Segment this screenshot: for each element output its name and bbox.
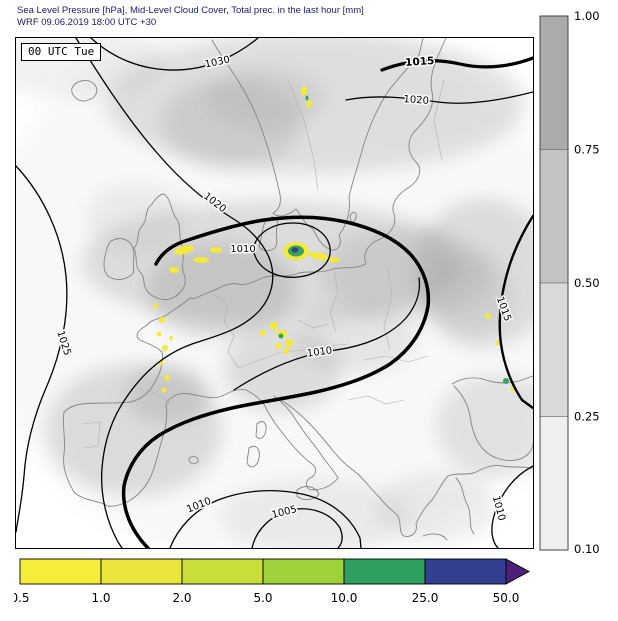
precip-segment bbox=[100, 558, 183, 585]
island-balearic bbox=[188, 456, 199, 465]
coast-finland-baltic bbox=[364, 38, 447, 265]
coast-italy bbox=[245, 389, 339, 491]
isobar-1010-south bbox=[169, 489, 362, 548]
isobar-contours bbox=[16, 38, 533, 548]
precip-segment bbox=[424, 558, 507, 585]
island-sicily bbox=[296, 486, 320, 501]
isobar-1015-thick-top bbox=[380, 56, 533, 72]
coast-great-britain bbox=[133, 193, 186, 301]
precip-segment bbox=[181, 558, 264, 585]
cloud-colorbar-outline bbox=[539, 15, 569, 551]
precip-light bbox=[153, 86, 516, 393]
cloud-tick-label: 0.50 bbox=[574, 276, 600, 290]
isobar-1025 bbox=[16, 165, 68, 533]
cloud-tick-label: 0.75 bbox=[574, 143, 600, 157]
coast-black-sea bbox=[451, 375, 533, 461]
isobar-label: 1010 bbox=[230, 244, 255, 255]
precip-colorbar: 0.5 1.0 2.0 5.0 10.0 25.0 50.0 bbox=[14, 558, 530, 605]
coast-norway bbox=[211, 39, 341, 251]
precip-tick-label: 10.0 bbox=[331, 591, 358, 605]
isobar-1015-thick-main bbox=[121, 215, 431, 548]
cloud-segment bbox=[539, 149, 569, 284]
coast-ireland bbox=[103, 238, 135, 280]
precipitation-layer bbox=[153, 86, 516, 393]
precip-tick-label: 25.0 bbox=[412, 591, 439, 605]
isobar-label: 1020 bbox=[403, 94, 429, 107]
coast-iceland-fragment bbox=[71, 80, 98, 102]
isobar-1010-central bbox=[233, 277, 421, 391]
coastlines bbox=[62, 38, 533, 541]
precip-overflow-arrow bbox=[505, 558, 530, 585]
cloud-cover-layer bbox=[16, 38, 533, 548]
island-crete bbox=[422, 533, 448, 541]
cloud-segment bbox=[539, 416, 569, 551]
precip-heavy bbox=[291, 247, 299, 253]
coast-aegean bbox=[455, 477, 475, 535]
precip-tick-label: 0.5 bbox=[14, 591, 30, 605]
isobar-1005-south bbox=[251, 508, 343, 548]
coast-south-baltic bbox=[189, 263, 367, 299]
title-line-2: WRF 09.06.2019 18:00 UTC +30 bbox=[17, 16, 157, 28]
precip-tick-label: 2.0 bbox=[172, 591, 191, 605]
cloud-tick-label: 0.25 bbox=[574, 410, 600, 424]
cloud-cover-colorbar: 1.00 0.75 0.50 0.25 0.10 bbox=[539, 10, 600, 556]
precip-segment bbox=[262, 558, 345, 585]
cloud-tick-label: 0.10 bbox=[574, 542, 600, 556]
isobar-1020-west bbox=[75, 38, 274, 548]
precip-colorbar-segments bbox=[19, 558, 530, 585]
coast-channel-iberia bbox=[62, 297, 247, 507]
cloud-segment bbox=[539, 282, 569, 417]
island-corsica bbox=[255, 421, 267, 439]
precip-segment bbox=[343, 558, 426, 585]
cloud-colorbar-segments bbox=[539, 15, 569, 551]
isobar-1010-low-center bbox=[252, 222, 331, 278]
weather-map: 00 UTC Tue bbox=[15, 37, 534, 549]
timestamp-box: 00 UTC Tue bbox=[21, 43, 102, 61]
cloud-segment bbox=[539, 15, 569, 150]
isobar-label: 1010 bbox=[306, 345, 333, 359]
country-borders bbox=[81, 79, 445, 449]
coast-sweden bbox=[338, 38, 424, 236]
figure-title: Sea Level Pressure [hPa], Mid-Level Clou… bbox=[17, 5, 364, 28]
isobar-1010-southeast bbox=[491, 465, 533, 548]
coast-denmark bbox=[258, 216, 278, 252]
precip-tick-label: 50.0 bbox=[493, 591, 520, 605]
isobar-1020-northeast bbox=[345, 91, 533, 104]
island-sardinia bbox=[246, 446, 260, 468]
isobar-label: 1030 bbox=[204, 55, 231, 71]
cloud-tick-label: 1.00 bbox=[574, 10, 600, 23]
isobar-label: 1015 bbox=[405, 55, 435, 69]
precip-tick-label: 1.0 bbox=[91, 591, 110, 605]
map-canvas: 1030 1015 1020 1020 1010 1025 1015 1010 … bbox=[16, 38, 533, 548]
isobar-1030 bbox=[90, 38, 259, 71]
coast-adriatic-greece bbox=[277, 397, 449, 537]
precip-tick-label: 5.0 bbox=[253, 591, 272, 605]
island-gotland bbox=[349, 211, 357, 223]
title-line-1: Sea Level Pressure [hPa], Mid-Level Clou… bbox=[17, 5, 364, 16]
isobar-1015-east bbox=[498, 214, 533, 410]
coast-turkey-north bbox=[447, 465, 533, 477]
precip-segment bbox=[19, 558, 102, 585]
